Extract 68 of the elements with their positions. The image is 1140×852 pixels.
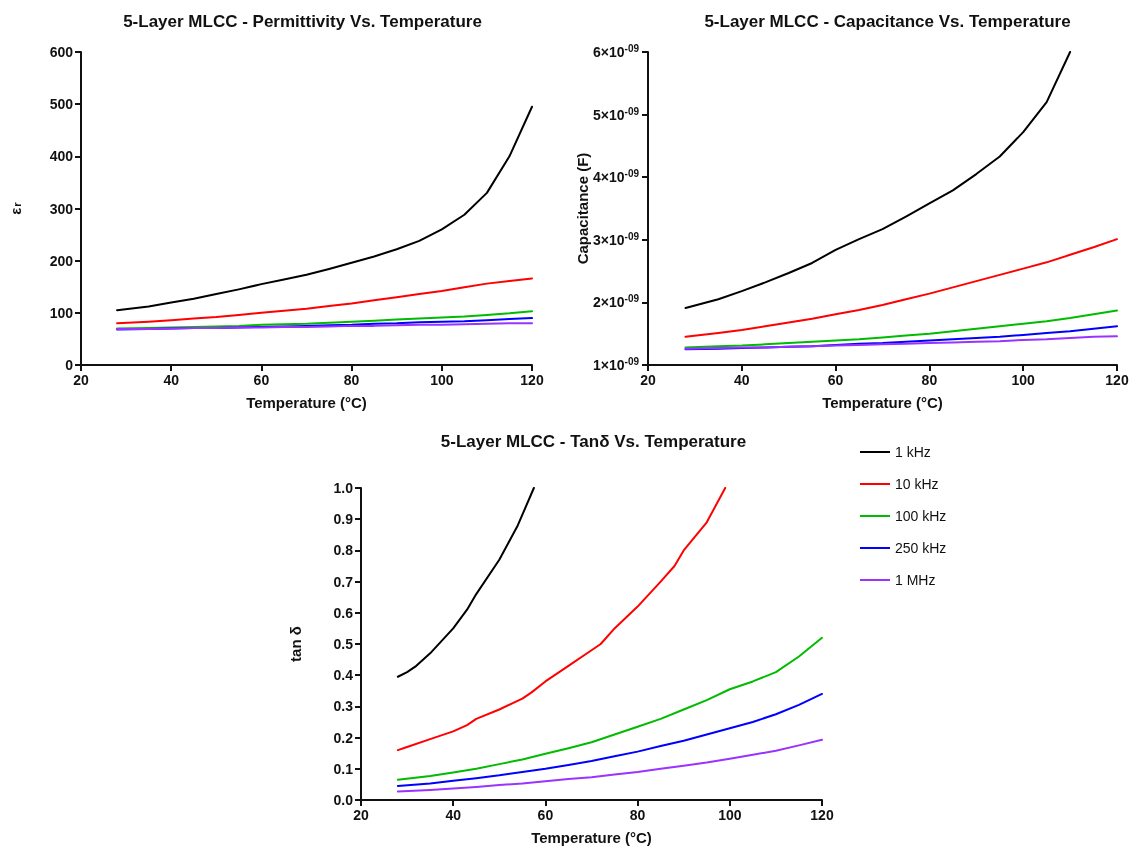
y-tick-label: 300 [49, 200, 74, 217]
y-tick-label: 0.1 [333, 760, 354, 777]
x-tick-label: 20 [73, 372, 89, 388]
legend-label: 1 kHz [895, 444, 931, 460]
y-tick-label: 0.7 [333, 573, 354, 590]
line-series [396, 487, 727, 752]
x-tick-label: 60 [537, 807, 554, 823]
chart-title: 5-Layer MLCC - Permittivity Vs. Temperature [123, 12, 482, 31]
x-tick-label: 120 [810, 807, 834, 823]
y-tick-label: 0.9 [333, 511, 354, 528]
y-tick-label: 5×10$^{-09}$ [593, 105, 640, 123]
y-tick-label: 0.5 [333, 636, 354, 652]
legend-label: 10 kHz [895, 476, 939, 492]
y-tick-label: 0.3 [333, 698, 354, 715]
x-tick-label: 80 [629, 807, 646, 823]
x-tick-label: 20 [640, 372, 656, 388]
legend-label: 1 MHz [895, 572, 936, 588]
x-axis-title: Temperature (°C) [246, 394, 367, 411]
y-tick-label: 400 [49, 148, 74, 165]
x-axis-title: Temperature (°C) [531, 829, 652, 846]
y-tick-label: 2×10$^{-09}$ [593, 292, 640, 311]
line-series [116, 105, 533, 312]
line-series [396, 692, 823, 787]
line-series [684, 309, 1118, 349]
x-tick-label: 100 [1011, 372, 1036, 388]
x-tick-label: 40 [445, 807, 462, 823]
x-tick-label: 40 [163, 372, 180, 388]
y-tick-label: 100 [49, 304, 74, 321]
line-series [396, 636, 823, 781]
x-tick-label: 100 [430, 372, 454, 388]
legend-label: 100 kHz [895, 508, 947, 524]
y-tick-label: 0 [65, 357, 74, 373]
y-tick-label: 4×10$^{-09}$ [593, 167, 640, 186]
y-tick-label: 500 [49, 96, 74, 113]
x-tick-label: 120 [520, 372, 544, 388]
y-axis-title: tan δ [287, 626, 304, 662]
legend-label: 250 kHz [895, 540, 947, 556]
x-tick-label: 80 [343, 372, 360, 388]
chart-title: 5-Layer MLCC - Capacitance Vs. Temperature [704, 12, 1071, 31]
y-axis-title: εr [7, 201, 24, 215]
y-tick-label: 0.0 [333, 792, 354, 808]
line-series [396, 487, 535, 678]
x-tick-label: 60 [827, 372, 844, 388]
y-tick-label: 0.6 [333, 604, 354, 621]
y-tick-label: 0.8 [333, 542, 354, 559]
line-series [684, 51, 1072, 310]
line-series [684, 238, 1118, 338]
x-tick-label: 100 [718, 807, 742, 823]
x-tick-label: 20 [353, 807, 369, 823]
line-series [396, 738, 823, 793]
y-tick-label: 1.0 [333, 480, 354, 496]
line-series [116, 277, 533, 325]
y-tick-label: 0.2 [333, 729, 354, 746]
y-tick-label: 3×10$^{-09}$ [593, 230, 640, 248]
y-tick-label: 200 [49, 252, 74, 269]
y-axis-title: Capacitance (F) [574, 152, 591, 265]
y-tick-label: 1×10$^{-09}$ [593, 355, 640, 373]
x-tick-label: 120 [1105, 372, 1129, 388]
x-tick-label: 80 [921, 372, 938, 388]
x-axis-title: Temperature (°C) [822, 394, 943, 411]
x-tick-label: 40 [734, 372, 750, 388]
y-tick-label: 0.4 [333, 667, 354, 684]
y-tick-label: 600 [49, 44, 74, 60]
line-series [684, 335, 1118, 350]
y-tick-label: 6×10$^{-09}$ [593, 42, 640, 60]
line-series [116, 310, 533, 330]
chart-title: 5-Layer MLCC - Tanδ Vs. Temperature [440, 432, 747, 451]
x-tick-label: 60 [253, 372, 270, 388]
